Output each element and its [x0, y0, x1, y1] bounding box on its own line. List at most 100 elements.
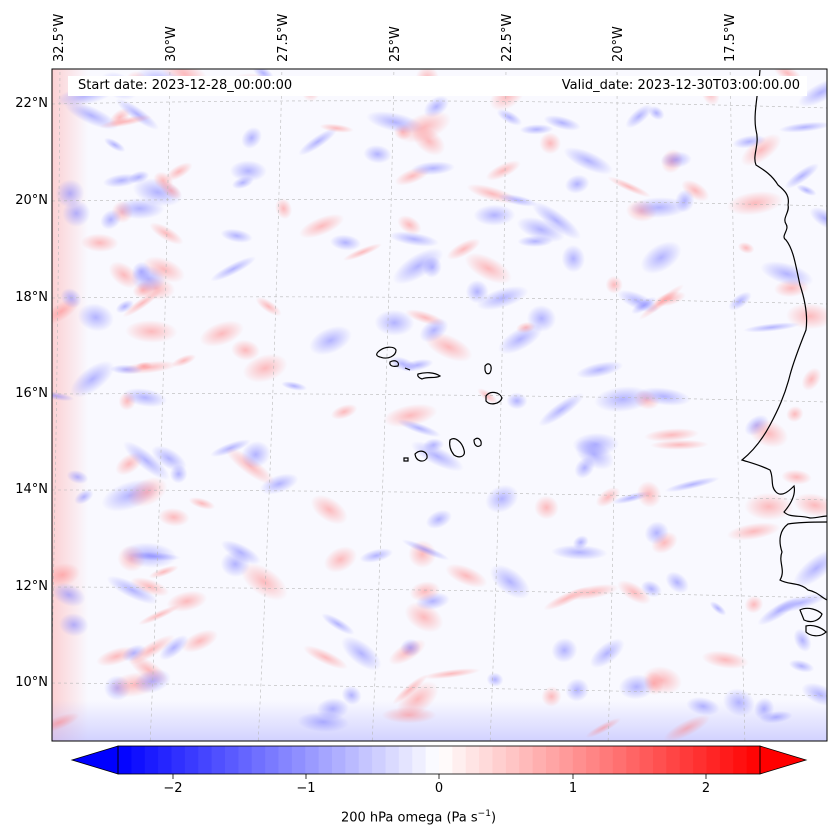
- colorbar-cell: [532, 746, 547, 774]
- colorbar-cell: [465, 746, 480, 774]
- omega-anomaly-patch: [131, 261, 152, 282]
- omega-anomaly-patch: [663, 714, 711, 741]
- sao-nicolau: [417, 372, 442, 380]
- omega-anomaly-patch: [464, 252, 512, 284]
- omega-anomaly-patch: [445, 563, 488, 588]
- colorbar-cell: [211, 746, 226, 774]
- omega-anomaly-patch: [561, 244, 586, 273]
- omega-anomaly-patch: [607, 176, 651, 198]
- omega-anomaly-patch: [728, 291, 752, 311]
- lon-tick-label: 22.5°W: [500, 13, 515, 62]
- lat-tick-label: 18°N: [15, 290, 48, 305]
- omega-anomaly-patch: [498, 324, 543, 355]
- lon-tick-label: 32.5°W: [52, 13, 67, 62]
- omega-anomaly-patch: [640, 241, 682, 274]
- omega-anomaly-patch: [757, 596, 801, 626]
- colorbar-tick-label: −1: [296, 781, 316, 796]
- omega-anomaly-patch: [793, 628, 812, 652]
- lon-tick-label: 30°W: [164, 26, 179, 62]
- colorbar-cell: [626, 746, 641, 774]
- omega-anomaly-patch: [165, 162, 193, 181]
- omega-anomaly-patch: [210, 256, 257, 282]
- omega-anomaly-patch: [359, 548, 394, 563]
- omega-anomaly-patch: [636, 387, 691, 406]
- omega-anomaly-patch: [574, 439, 614, 470]
- omega-anomaly-patch: [128, 634, 175, 665]
- omega-anomaly-patch: [538, 392, 585, 427]
- omega-anomaly-patch: [565, 678, 590, 702]
- omega-anomaly-patch: [52, 390, 74, 402]
- omega-anomaly-patch: [644, 521, 669, 545]
- omega-anomaly-patch: [401, 539, 450, 561]
- omega-anomaly-patch: [784, 163, 820, 189]
- omega-anomaly-patch: [665, 571, 689, 594]
- omega-anomaly-patch: [52, 563, 81, 587]
- omega-anomaly-patch: [589, 638, 625, 669]
- omega-anomaly-patch: [329, 234, 362, 251]
- colorbar-cell: [612, 746, 627, 774]
- colorbar-cell: [425, 746, 440, 774]
- omega-anomaly-patch: [74, 489, 94, 505]
- colorbar-cell: [452, 746, 467, 774]
- omega-anomaly-patch: [106, 575, 158, 605]
- omega-anomaly-patch: [681, 179, 710, 202]
- omega-anomaly-patch: [564, 174, 590, 194]
- omega-anomaly-patch: [722, 688, 755, 717]
- omega-anomaly-patch: [397, 215, 422, 235]
- omega-anomaly-patch: [485, 160, 521, 181]
- omega-anomaly-patch: [52, 582, 86, 607]
- omega-anomaly-patch: [397, 110, 452, 144]
- valid-date-label: Valid_date: 2023-12-30T03:00:00.00: [559, 78, 802, 93]
- fogo: [414, 450, 428, 462]
- omega-anomaly-patch: [585, 717, 621, 738]
- omega-anomaly-patch: [744, 595, 764, 614]
- colorbar-tick-label: 0: [434, 781, 444, 796]
- omega-anomaly-patch: [341, 685, 362, 705]
- omega-anomaly-patch: [411, 161, 455, 176]
- colorbar-cell: [238, 746, 253, 774]
- omega-anomaly-patch: [801, 367, 822, 391]
- omega-anomaly-patch: [595, 487, 621, 508]
- omega-anomaly-patch: [330, 404, 358, 420]
- omega-anomaly-patch: [801, 682, 827, 706]
- omega-anomaly-patch: [648, 105, 665, 121]
- start-date-label: Start date: 2023-12-28_00:00:00: [76, 78, 295, 93]
- colorbar-cell: [559, 746, 574, 774]
- omega-anomaly-patch: [543, 115, 581, 131]
- lat-tick-label: 12°N: [15, 579, 48, 594]
- omega-anomaly-patch: [281, 381, 307, 391]
- colorbar-cell: [265, 746, 280, 774]
- omega-anomaly-patch: [158, 507, 190, 527]
- colorbar-cell: [733, 746, 748, 774]
- omega-anomaly-patch: [255, 296, 282, 317]
- omega-anomaly-patch: [133, 668, 171, 694]
- colorbar-cell: [398, 746, 413, 774]
- omega-anomaly-patch: [341, 636, 382, 671]
- omega-anomaly-patch: [489, 564, 531, 599]
- bissau-islands: [799, 607, 827, 637]
- omega-anomaly-patch: [617, 289, 659, 313]
- omega-anomaly-patch: [396, 681, 439, 718]
- omega-anomaly-patch: [104, 137, 126, 153]
- omega-anomaly-patch: [122, 388, 168, 408]
- omega-anomaly-patch: [240, 562, 288, 601]
- colorbar-cell: [118, 746, 132, 774]
- omega-anomaly-patch: [392, 674, 428, 705]
- omega-anomaly-patch: [321, 613, 355, 635]
- boa-vista: [485, 391, 503, 405]
- omega-anomaly-patch: [534, 495, 559, 520]
- omega-anomaly-patch: [149, 222, 184, 245]
- omega-anomaly-patch: [188, 497, 216, 510]
- colorbar: [70, 745, 808, 779]
- omega-field: [52, 69, 827, 741]
- santa-luzia: [404, 367, 411, 371]
- lat-tick-label: 20°N: [15, 193, 48, 208]
- colorbar-cell: [746, 746, 761, 774]
- omega-anomaly-patch: [363, 144, 392, 164]
- colorbar-cell: [251, 746, 266, 774]
- omega-anomaly-patch: [159, 634, 189, 661]
- omega-anomaly-patch: [446, 238, 481, 260]
- omega-anomaly-patch: [275, 198, 293, 220]
- omega-anomaly-patch: [342, 243, 383, 261]
